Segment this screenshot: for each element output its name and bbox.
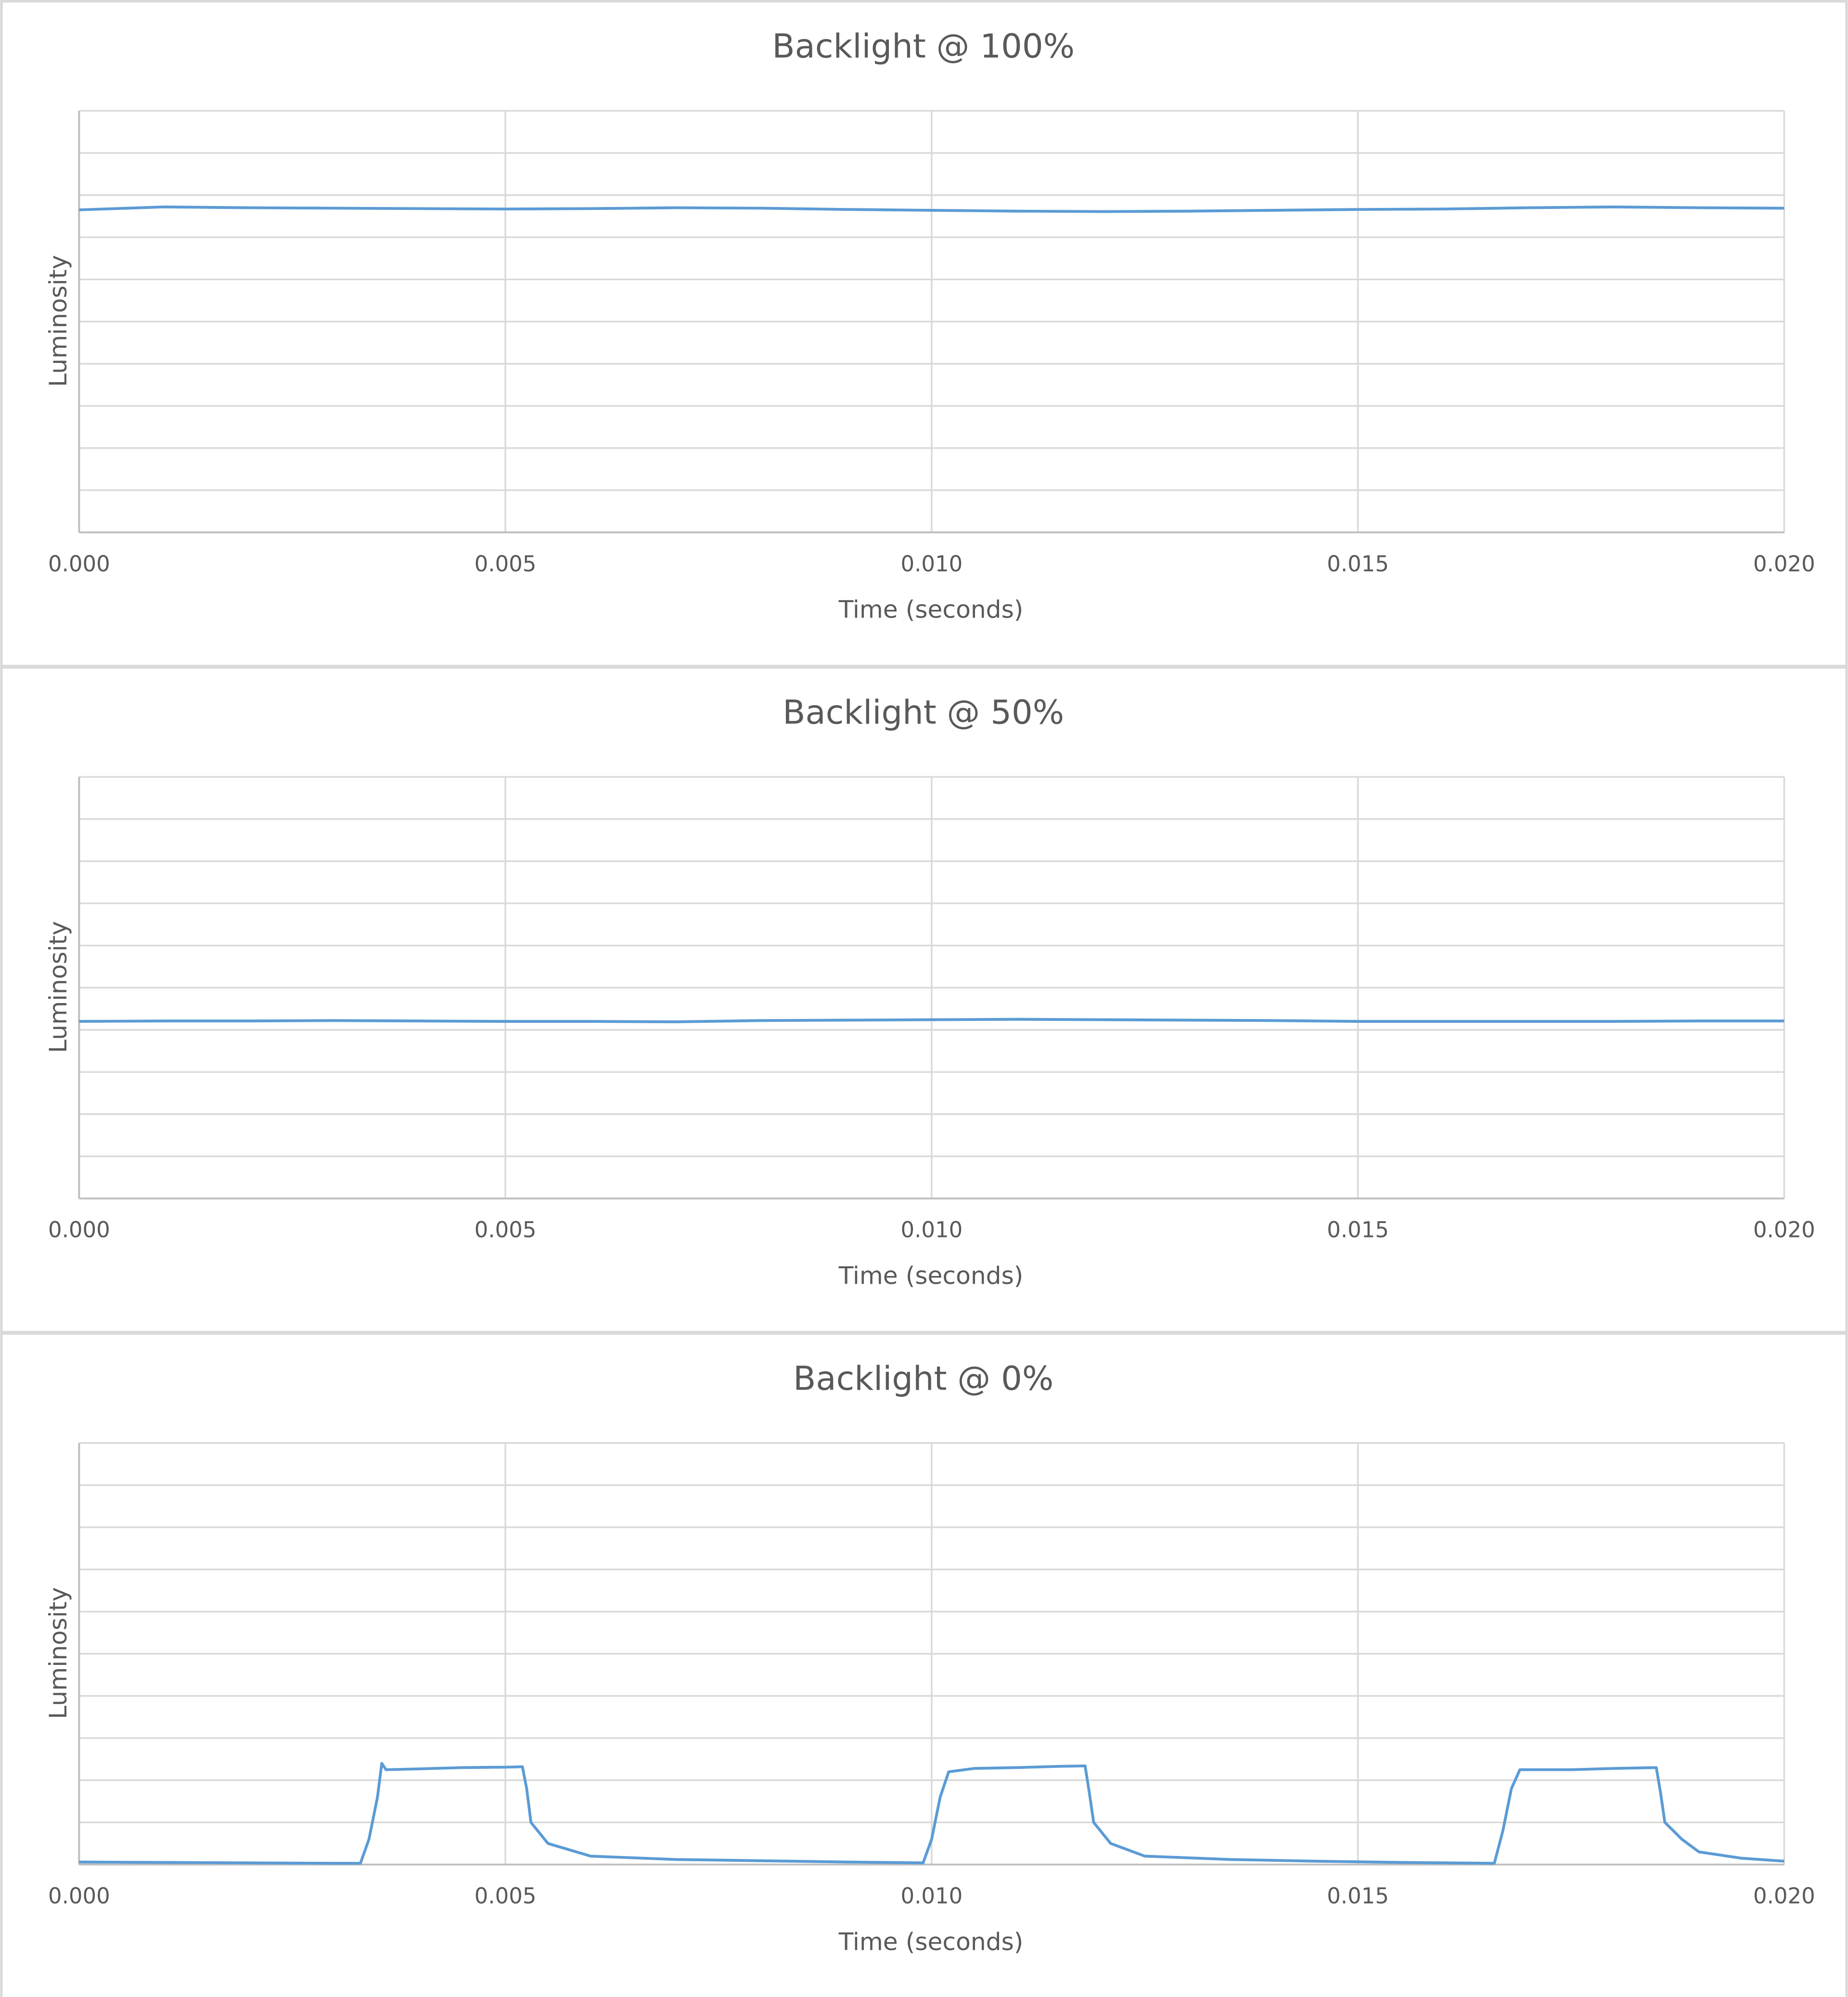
x-tick-label: 0.020: [1753, 551, 1815, 577]
x-tick-label: 0.010: [901, 1217, 963, 1243]
x-tick-label: 0.005: [475, 551, 537, 577]
x-tick-label: 0.015: [1327, 551, 1389, 577]
chart-title: Backlight @ 50%: [783, 693, 1064, 732]
x-axis-label: Time (seconds): [838, 595, 1024, 624]
y-axis-label: Luminosity: [44, 921, 72, 1053]
chart-title: Backlight @ 100%: [772, 27, 1075, 66]
x-axis-label: Time (seconds): [838, 1927, 1024, 1956]
x-tick-label: 0.000: [48, 1883, 110, 1909]
x-axis-label: Time (seconds): [838, 1261, 1024, 1289]
panel-border: [0, 1332, 1848, 1997]
panel-border: [0, 666, 1848, 1334]
x-tick-label: 0.015: [1327, 1217, 1389, 1243]
x-tick-label: 0.005: [475, 1217, 537, 1243]
x-tick-label: 0.010: [901, 551, 963, 577]
x-tick-label: 0.020: [1753, 1217, 1815, 1243]
x-tick-label: 0.000: [48, 1217, 110, 1243]
y-axis-label: Luminosity: [44, 255, 72, 387]
x-tick-label: 0.020: [1753, 1883, 1815, 1909]
data-line: [79, 1018, 1784, 1023]
panel-border: [0, 0, 1848, 668]
y-axis-label: Luminosity: [44, 1587, 72, 1719]
data-line: [79, 205, 1784, 213]
data-line: [79, 1762, 1784, 1865]
x-tick-label: 0.015: [1327, 1883, 1389, 1909]
x-tick-label: 0.010: [901, 1883, 963, 1909]
x-tick-label: 0.000: [48, 551, 110, 577]
x-tick-label: 0.005: [475, 1883, 537, 1909]
chart-title: Backlight @ 0%: [793, 1359, 1053, 1398]
